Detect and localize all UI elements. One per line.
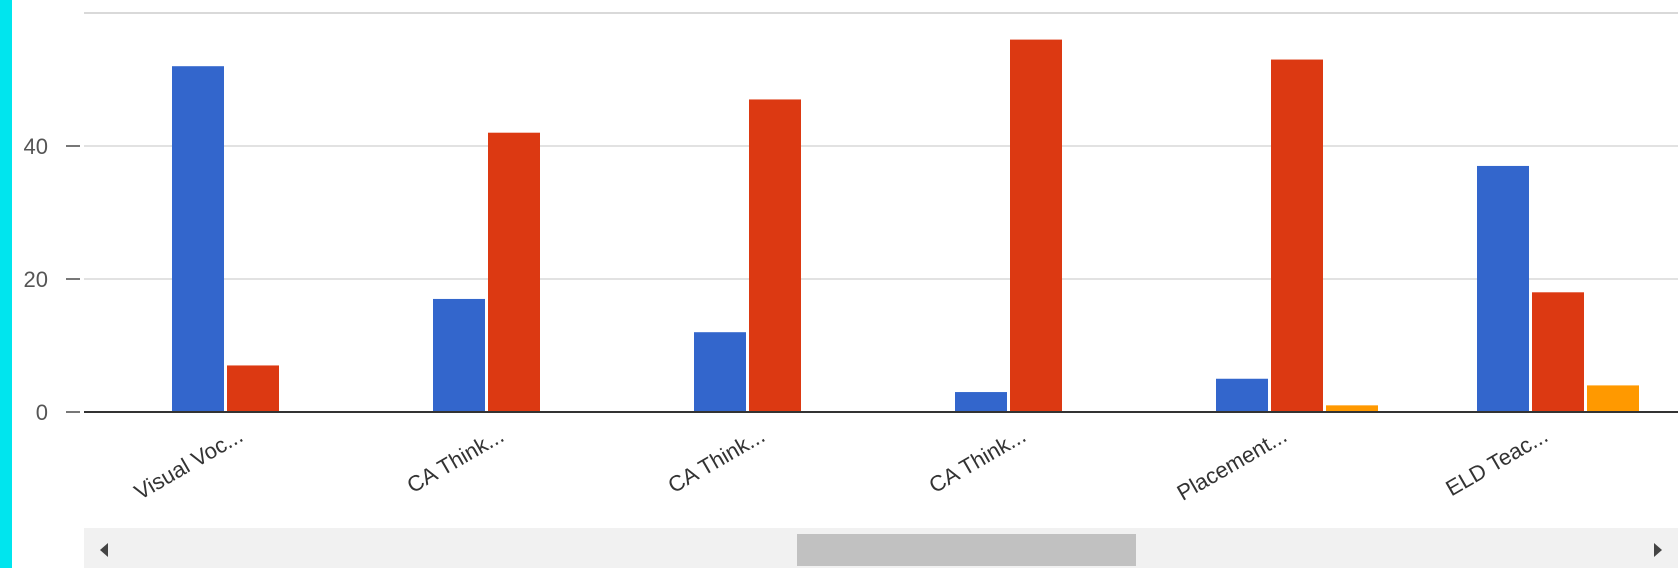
x-tick-label-4: Placement... [1173,423,1291,506]
bar-cat2-series1[interactable] [749,99,801,412]
bar-cat1-series0[interactable] [433,298,485,412]
x-tick-labels: Visual Voc... CA Think... CA Think... CA Th… [130,423,1552,506]
bar-cat0-series0[interactable] [172,66,224,412]
bar-cat4-series0[interactable] [1216,378,1268,412]
y-tick-labels: 0 20 40 [24,134,80,425]
x-tick-label-1: CA Think... [403,423,508,498]
y-tick-label-0: 0 [36,400,48,425]
horizontal-scrollbar[interactable] [84,528,1678,568]
x-tick-label-0: Visual Voc... [130,423,247,505]
bar-cat4-series2[interactable] [1326,405,1378,412]
bar-chart: 0 20 40 Visual Voc... CA Think... CA Think..… [24,12,1678,506]
bar-cat4-series1[interactable] [1271,59,1323,413]
bar-cat5-series2[interactable] [1587,385,1639,412]
x-tick-label-2: CA Think... [664,423,769,498]
bar-cat3-series0[interactable] [955,392,1007,412]
bar-cat3-series1[interactable] [1010,39,1062,412]
triangle-left-icon [100,543,108,557]
x-tick-label-3: CA Think... [925,423,1030,498]
bar-cat5-series0[interactable] [1477,165,1529,412]
bars [172,39,1639,413]
bar-cat1-series1[interactable] [488,132,540,412]
bar-cat5-series1[interactable] [1532,292,1584,412]
x-tick-label-5: ELD Teac... [1441,423,1552,501]
bar-cat2-series0[interactable] [694,332,746,412]
triangle-right-icon [1654,543,1662,557]
bar-cat0-series1[interactable] [227,365,279,412]
scroll-thumb[interactable] [796,534,1137,566]
scroll-right-button[interactable] [1646,538,1670,562]
gridlines [84,12,1678,280]
scroll-left-button[interactable] [92,538,116,562]
left-edge-strip [0,0,12,568]
y-tick-label-40: 40 [24,134,48,159]
y-tick-label-20: 20 [24,267,48,292]
